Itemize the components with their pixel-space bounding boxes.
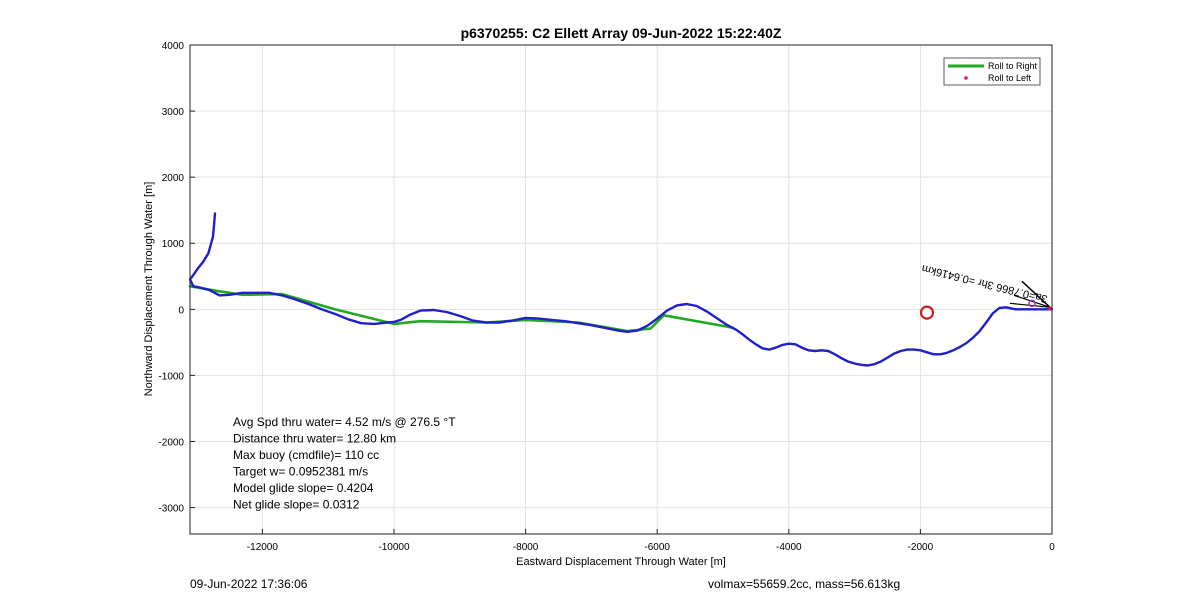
arrow-line [1013,294,1051,308]
x-tick-label: -12000 [247,542,279,553]
stats-line: Max buoy (cmdfile)= 110 cc [233,448,379,462]
axes-box [189,44,1053,535]
x-tick-label: -8000 [513,542,539,553]
y-axis-label: Northward Displacement Through Water [m] [143,182,155,397]
x-tick-label: -2000 [908,542,934,553]
footer-timestamp: 09-Jun-2022 17:36:06 [190,577,308,591]
y-tick-label: 2000 [162,173,185,184]
stats-line: Model glide slope= 0.4204 [233,481,374,495]
x-tick-label: -6000 [644,542,670,553]
y-tick-label: 3000 [162,107,185,118]
legend-label: Roll to Left [988,73,1032,83]
stats-block: Avg Spd thru water= 4.52 m/s @ 276.5 °T D… [233,415,456,512]
stats-line: Distance thru water= 12.80 km [233,432,396,446]
y-tick-label: -1000 [158,371,184,382]
stats-line: Avg Spd thru water= 4.52 m/s @ 276.5 °T [233,415,456,429]
stats-line: Net glide slope= 0.0312 [233,498,360,512]
legend-swatch-dot [964,76,968,80]
y-tick-label: -2000 [158,437,184,448]
end-marker [1028,299,1036,308]
rotated-range-label: 3a=0.7866 3hr =0.6416km [921,262,1049,305]
x-tick-label: -10000 [378,542,410,553]
plot-lines [188,212,1054,367]
circle-marker [919,305,935,320]
series-track [188,212,1054,367]
x-axis-label: Eastward Displacement Through Water [m] [516,556,726,568]
x-tick-label: 0 [1049,542,1055,553]
y-tick-label: 4000 [162,41,185,52]
ticks: -12000 -10000 -8000 -6000 -4000 -2000 0-3000-2… [158,41,1055,553]
arrow-line [1021,280,1051,308]
y-tick-label: 1000 [162,239,185,250]
x-tick-label: -4000 [776,542,802,553]
origin-dot [1048,306,1052,311]
footer-mass-info: volmax=55659.2cc, mass=56.613kg [708,577,901,591]
legend: Roll to Right Roll to Left [943,57,1041,86]
stats-line: Target w= 0.0952381 m/s [233,465,368,479]
chart-title: p6370255: C2 Ellett Array 09-Jun-2022 15… [461,25,782,41]
legend-box [943,57,1041,86]
legend-label: Roll to Right [988,61,1038,71]
y-tick-label: 0 [178,305,184,316]
y-tick-label: -3000 [158,504,184,515]
